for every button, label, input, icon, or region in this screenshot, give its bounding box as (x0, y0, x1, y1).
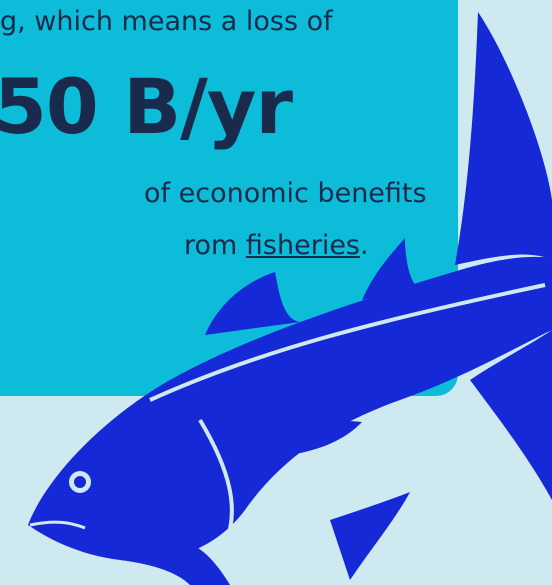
fish-tail-upper (455, 12, 552, 265)
fish-fin (330, 492, 410, 580)
page: {"text": {"line1": "g, which means a los… (0, 0, 552, 585)
fish-pupil (74, 476, 86, 488)
fish-illustration (0, 0, 552, 585)
fish-fin (205, 272, 300, 335)
